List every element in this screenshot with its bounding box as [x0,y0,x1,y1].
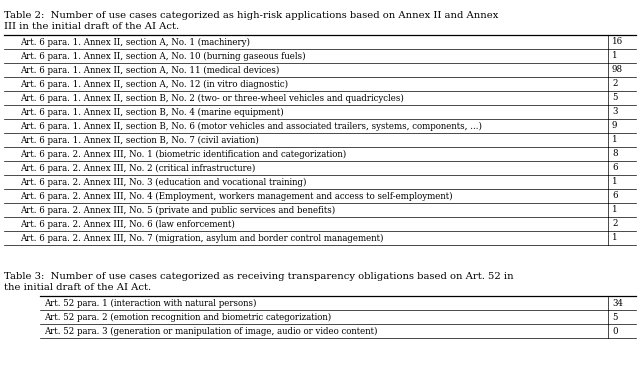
Text: 2: 2 [612,79,618,88]
Text: Art. 6 para. 1. Annex II, section B, No. 6 (motor vehicles and associated traile: Art. 6 para. 1. Annex II, section B, No.… [20,121,482,130]
Text: Art. 6 para. 2. Annex III, No. 7 (migration, asylum and border control managemen: Art. 6 para. 2. Annex III, No. 7 (migrat… [20,233,383,243]
Text: Table 2:  Number of use cases categorized as high-risk applications based on Ann: Table 2: Number of use cases categorized… [4,11,499,20]
Text: Art. 6 para. 1. Annex II, section B, No. 2 (two- or three-wheel vehicles and qua: Art. 6 para. 1. Annex II, section B, No.… [20,94,404,103]
Text: Art. 6 para. 1. Annex II, section A, No. 1 (machinery): Art. 6 para. 1. Annex II, section A, No.… [20,38,250,47]
Text: 1: 1 [612,206,618,214]
Text: 1: 1 [612,135,618,144]
Text: 1: 1 [612,177,618,186]
Text: Art. 6 para. 1. Annex II, section A, No. 11 (medical devices): Art. 6 para. 1. Annex II, section A, No.… [20,65,280,74]
Text: 0: 0 [612,326,618,335]
Text: 3: 3 [612,108,618,117]
Text: Table 3:  Number of use cases categorized as receiving transparency obligations : Table 3: Number of use cases categorized… [4,272,514,281]
Text: 8: 8 [612,150,618,159]
Text: Art. 6 para. 2. Annex III, No. 2 (critical infrastructure): Art. 6 para. 2. Annex III, No. 2 (critic… [20,164,255,173]
Text: 5: 5 [612,312,618,321]
Text: 5: 5 [612,94,618,103]
Text: 16: 16 [612,38,623,47]
Text: Art. 52 para. 2 (emotion recognition and biometric categorization): Art. 52 para. 2 (emotion recognition and… [44,312,332,321]
Text: Art. 6 para. 1. Annex II, section B, No. 7 (civil aviation): Art. 6 para. 1. Annex II, section B, No.… [20,135,259,144]
Text: the initial draft of the AI Act.: the initial draft of the AI Act. [4,283,151,292]
Text: 6: 6 [612,164,618,173]
Text: 9: 9 [612,121,618,130]
Text: 1: 1 [612,52,618,61]
Text: 98: 98 [612,65,623,74]
Text: 1: 1 [612,233,618,243]
Text: Art. 6 para. 2. Annex III, No. 4 (Employment, workers management and access to s: Art. 6 para. 2. Annex III, No. 4 (Employ… [20,191,452,200]
Text: Art. 6 para. 2. Annex III, No. 5 (private and public services and benefits): Art. 6 para. 2. Annex III, No. 5 (privat… [20,205,335,215]
Text: Art. 52 para. 1 (interaction with natural persons): Art. 52 para. 1 (interaction with natura… [44,299,257,308]
Text: Art. 6 para. 1. Annex II, section A, No. 12 (in vitro diagnostic): Art. 6 para. 1. Annex II, section A, No.… [20,79,288,89]
Text: Art. 6 para. 2. Annex III, No. 3 (education and vocational training): Art. 6 para. 2. Annex III, No. 3 (educat… [20,177,307,186]
Text: Art. 6 para. 1. Annex II, section A, No. 10 (burning gaseous fuels): Art. 6 para. 1. Annex II, section A, No.… [20,52,306,61]
Text: 2: 2 [612,220,618,229]
Text: 6: 6 [612,191,618,200]
Text: III in the initial draft of the AI Act.: III in the initial draft of the AI Act. [4,22,179,31]
Text: Art. 6 para. 2. Annex III, No. 1 (biometric identification and categorization): Art. 6 para. 2. Annex III, No. 1 (biomet… [20,149,346,159]
Text: Art. 6 para. 2. Annex III, No. 6 (law enforcement): Art. 6 para. 2. Annex III, No. 6 (law en… [20,220,235,229]
Text: Art. 52 para. 3 (generation or manipulation of image, audio or video content): Art. 52 para. 3 (generation or manipulat… [44,326,378,335]
Text: 34: 34 [612,299,623,308]
Text: Art. 6 para. 1. Annex II, section B, No. 4 (marine equipment): Art. 6 para. 1. Annex II, section B, No.… [20,108,284,117]
